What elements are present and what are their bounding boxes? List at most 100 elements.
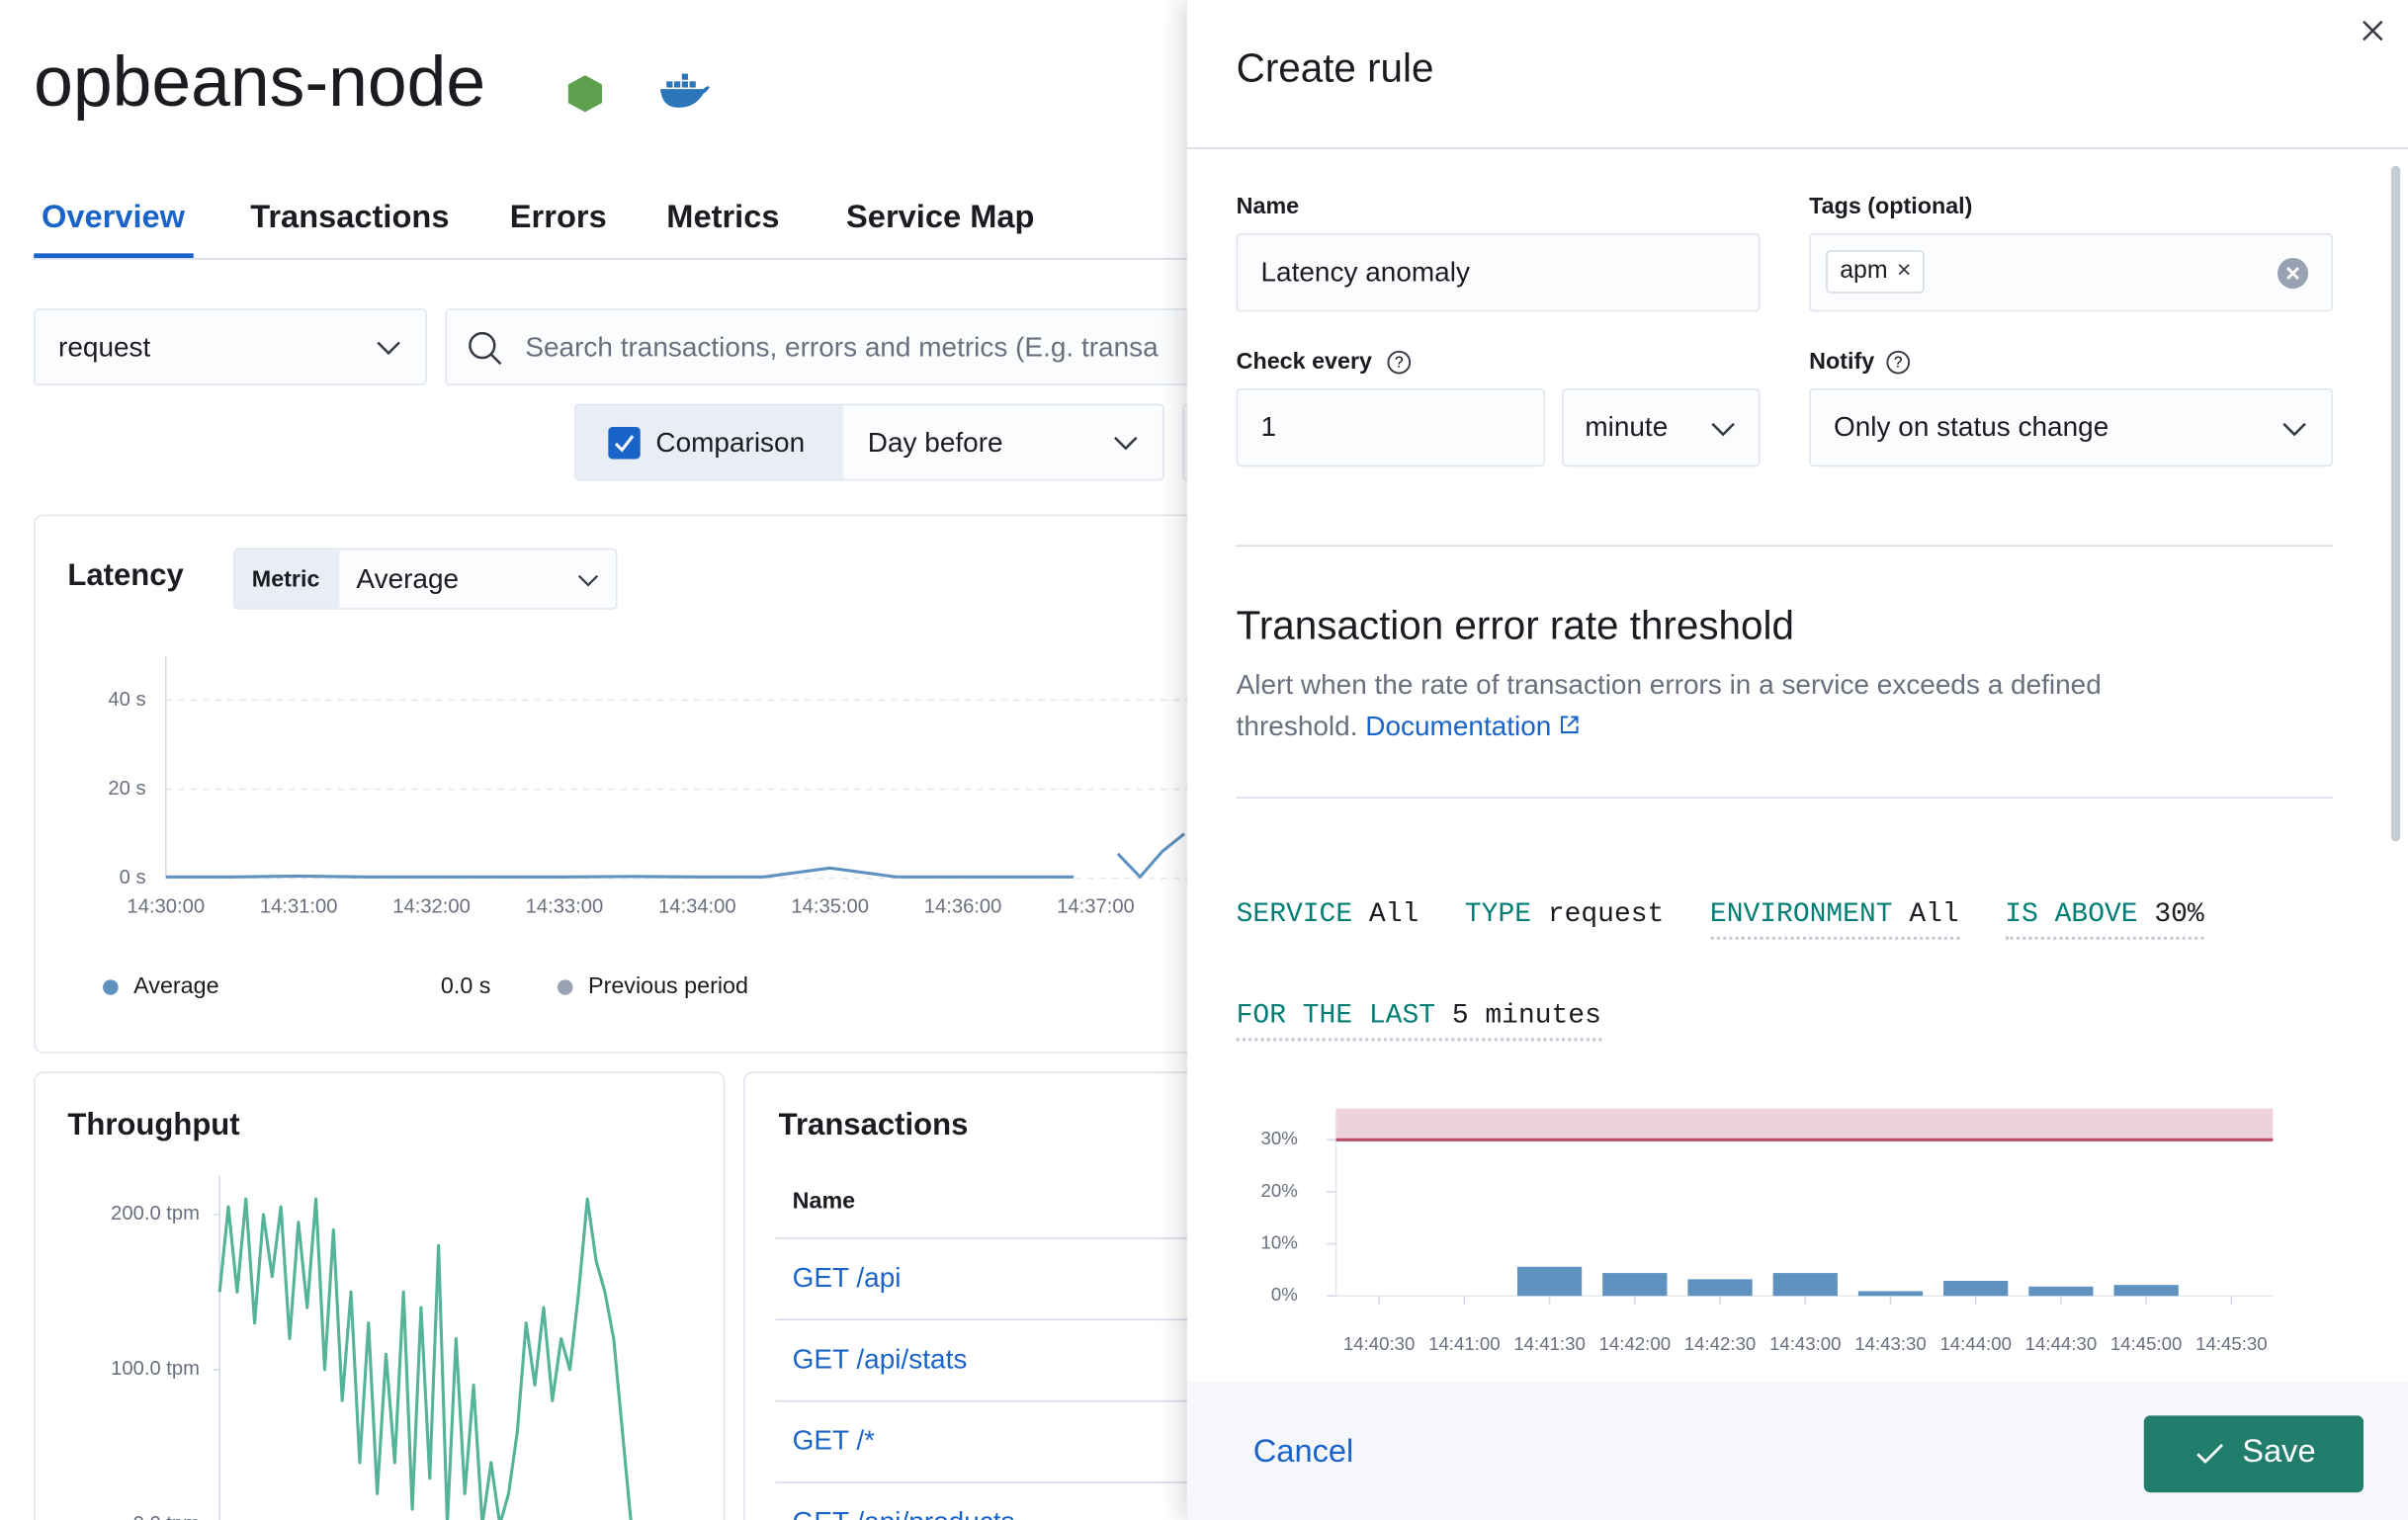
x-tick-label: 14:41:30 — [1513, 1333, 1585, 1354]
x-tick-label: 14:37:00 — [1057, 896, 1135, 918]
transaction-link[interactable]: GET /api/products — [793, 1506, 1015, 1520]
svg-text:?: ? — [1894, 355, 1903, 372]
expression-value: All — [1368, 899, 1419, 931]
transaction-link[interactable]: GET /api — [792, 1262, 902, 1294]
type-select[interactable]: request — [34, 308, 427, 385]
documentation-link[interactable]: Documentation — [1365, 711, 1552, 742]
x-tick-label: 14:43:00 — [1769, 1333, 1841, 1354]
expression[interactable]: SERVICE All — [1237, 899, 1419, 939]
tab[interactable]: Transactions — [250, 199, 450, 235]
tab[interactable]: Metrics — [666, 199, 780, 235]
unit-select[interactable]: minute — [1562, 388, 1761, 467]
interval-input[interactable]: 1 — [1236, 388, 1545, 467]
notify-select[interactable]: Only on status change — [1809, 388, 2333, 467]
bar — [2113, 1285, 2179, 1297]
input-value: 1 — [1260, 411, 1277, 443]
flyout: Create rule Name Latency anomaly Tags (o… — [1186, 0, 2408, 1520]
x-tick-label: 14:45:30 — [2195, 1333, 2268, 1354]
x-tick-label: 14:42:00 — [1599, 1333, 1672, 1354]
transaction-link[interactable]: GET /api/stats — [792, 1343, 968, 1375]
bar — [2028, 1286, 2094, 1297]
expression-key: SERVICE — [1236, 899, 1353, 931]
metric-label: Metric — [251, 566, 320, 593]
x-tick-label: 14:40:30 — [1343, 1333, 1416, 1354]
row-border — [775, 1318, 1237, 1321]
chevron — [1114, 436, 1138, 451]
x-tick-label: 14:32:00 — [392, 896, 471, 918]
save-button[interactable]: Save — [2143, 1415, 2364, 1493]
field-label: Check every — [1236, 348, 1372, 376]
y-tick-label: 20 s — [108, 778, 145, 800]
expression-key: FOR THE LAST — [1236, 1000, 1436, 1033]
x-tick-label: 14:42:30 — [1684, 1333, 1756, 1354]
name-input[interactable]: Latency anomaly — [1236, 233, 1761, 312]
bar — [1772, 1273, 1838, 1297]
chevron — [377, 341, 400, 356]
x-tick-label: 14:44:30 — [2025, 1333, 2098, 1354]
tag-remove[interactable]: × — [1896, 258, 1912, 285]
clear-button[interactable] — [2277, 258, 2309, 290]
expression[interactable]: FOR THE LAST 5 minutes — [1236, 1000, 1601, 1042]
column-header: Name — [792, 1188, 856, 1215]
metric-select[interactable]: Metric Average — [233, 548, 618, 610]
close-button[interactable] — [2361, 19, 2385, 43]
comparison-label: Comparison — [655, 426, 806, 458]
expression[interactable]: ENVIRONMENT All — [1709, 899, 1959, 940]
divider — [1236, 797, 2333, 799]
tag[interactable]: apm × — [1826, 250, 1926, 294]
preview-chart: 0% 10% 20% 30% 14:40:30 14:41:00 14:41:30 14:42… — [1261, 1108, 2274, 1354]
checkbox[interactable] — [608, 426, 641, 460]
expression-key: TYPE — [1464, 899, 1532, 931]
tab[interactable]: Overview — [41, 199, 186, 235]
save-label: Save — [2242, 1434, 2316, 1470]
panel-title: Transactions — [778, 1108, 969, 1142]
legend-value: 0.0 s — [440, 972, 491, 1000]
description: Alert when the rate of transaction error… — [1237, 665, 2189, 748]
expression-value: request — [1547, 899, 1665, 931]
divider — [1236, 545, 2333, 548]
y-tick-label: 10% — [1261, 1232, 1298, 1253]
y-tick-label: 40 s — [108, 689, 145, 711]
x-tick-label: 14:30:00 — [127, 896, 205, 918]
tab[interactable]: Errors — [509, 199, 607, 235]
tab[interactable]: Service Map — [846, 199, 1035, 235]
comparison-period[interactable]: Day before — [867, 426, 1003, 458]
chevron — [577, 574, 599, 587]
tag-label: apm — [1840, 258, 1888, 285]
svg-text:?: ? — [1395, 355, 1404, 372]
y-tick-label: 0 s — [120, 867, 146, 888]
scrollbar — [2390, 165, 2401, 842]
search-icon — [469, 331, 502, 366]
bar — [1602, 1273, 1668, 1297]
select-value: request — [58, 331, 151, 363]
transaction-link[interactable]: GET /* — [792, 1424, 876, 1456]
help-icon[interactable]: ? — [1387, 350, 1412, 375]
header-border — [1186, 147, 2408, 149]
y-tick-label: 0.0 tpm — [133, 1513, 200, 1520]
legend-item[interactable]: Previous period — [588, 972, 748, 1000]
legend-dot — [557, 979, 573, 995]
expression-value: 30% — [2154, 899, 2204, 931]
legend-dot — [103, 979, 119, 995]
tags-input[interactable]: apm × — [1809, 233, 2333, 312]
tab-underline — [34, 253, 194, 259]
search-box[interactable]: Search transactions, errors and metrics … — [445, 308, 1245, 385]
bar — [1687, 1279, 1753, 1297]
cancel-button[interactable]: Cancel — [1252, 1434, 1354, 1470]
comparison-group: Comparison Day before — [574, 403, 1164, 481]
node-icon — [567, 75, 603, 113]
help-icon[interactable]: ? — [1886, 350, 1911, 375]
field-label: Name — [1236, 193, 1300, 220]
x-tick-label: 14:36:00 — [924, 896, 1002, 918]
expression-key: IS ABOVE — [2005, 899, 2138, 931]
legend-item[interactable]: Average — [133, 972, 219, 1000]
panel-title: Throughput — [67, 1108, 240, 1142]
tabs-border — [34, 258, 1187, 260]
expression[interactable]: IS ABOVE 30% — [2005, 899, 2204, 940]
expression[interactable]: TYPE request — [1465, 899, 1664, 939]
x-tick-label: 14:41:00 — [1428, 1333, 1501, 1354]
field-label: Tags (optional) — [1809, 193, 1973, 220]
select-value: Only on status change — [1833, 411, 2109, 443]
